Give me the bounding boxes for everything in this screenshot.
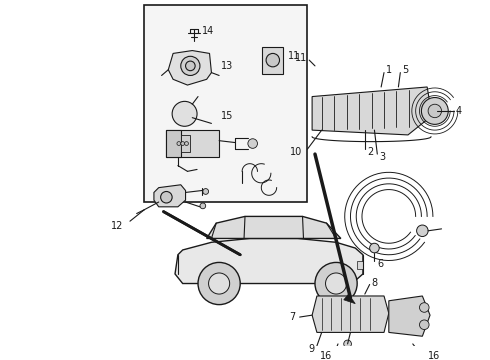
Polygon shape [312,296,389,332]
Circle shape [266,53,279,67]
Circle shape [325,273,346,294]
Circle shape [198,262,240,305]
Bar [181,135,190,152]
Text: 10: 10 [290,147,302,157]
Polygon shape [168,50,212,85]
Bar [262,47,283,73]
Circle shape [181,56,200,76]
Circle shape [419,303,429,312]
Circle shape [177,141,181,145]
Circle shape [344,340,351,348]
Polygon shape [312,87,432,135]
Circle shape [161,192,172,203]
Circle shape [421,98,448,124]
Text: 14: 14 [202,26,214,36]
Circle shape [209,273,230,294]
Circle shape [185,141,189,145]
Bar [145,5,307,202]
Text: 11: 11 [295,53,307,63]
Polygon shape [175,238,363,284]
Text: 12: 12 [111,221,123,231]
Circle shape [416,225,428,237]
Text: 15: 15 [221,111,233,121]
Text: 5: 5 [402,65,409,75]
Circle shape [203,189,209,194]
Polygon shape [344,294,355,303]
Circle shape [428,104,441,118]
Circle shape [181,141,185,145]
Text: 8: 8 [371,278,378,288]
Text: 7: 7 [290,312,296,322]
Bar [357,261,363,269]
Bar [167,130,181,157]
Circle shape [186,61,195,71]
Circle shape [369,243,379,253]
Polygon shape [207,216,341,238]
Text: 3: 3 [379,152,385,162]
Text: 4: 4 [456,106,462,116]
Circle shape [315,262,357,305]
Circle shape [200,203,206,209]
Text: 9: 9 [308,344,314,354]
Text: 1: 1 [386,65,392,75]
Text: 11: 11 [288,51,300,61]
Text: 16: 16 [320,351,333,360]
Text: 16: 16 [428,351,441,360]
Bar [167,130,219,157]
Circle shape [172,102,197,126]
Polygon shape [154,185,186,207]
Polygon shape [389,296,430,336]
Circle shape [419,320,429,329]
Circle shape [248,139,257,148]
Text: 13: 13 [221,61,233,71]
Text: 6: 6 [377,259,384,269]
Text: 2: 2 [367,147,373,157]
